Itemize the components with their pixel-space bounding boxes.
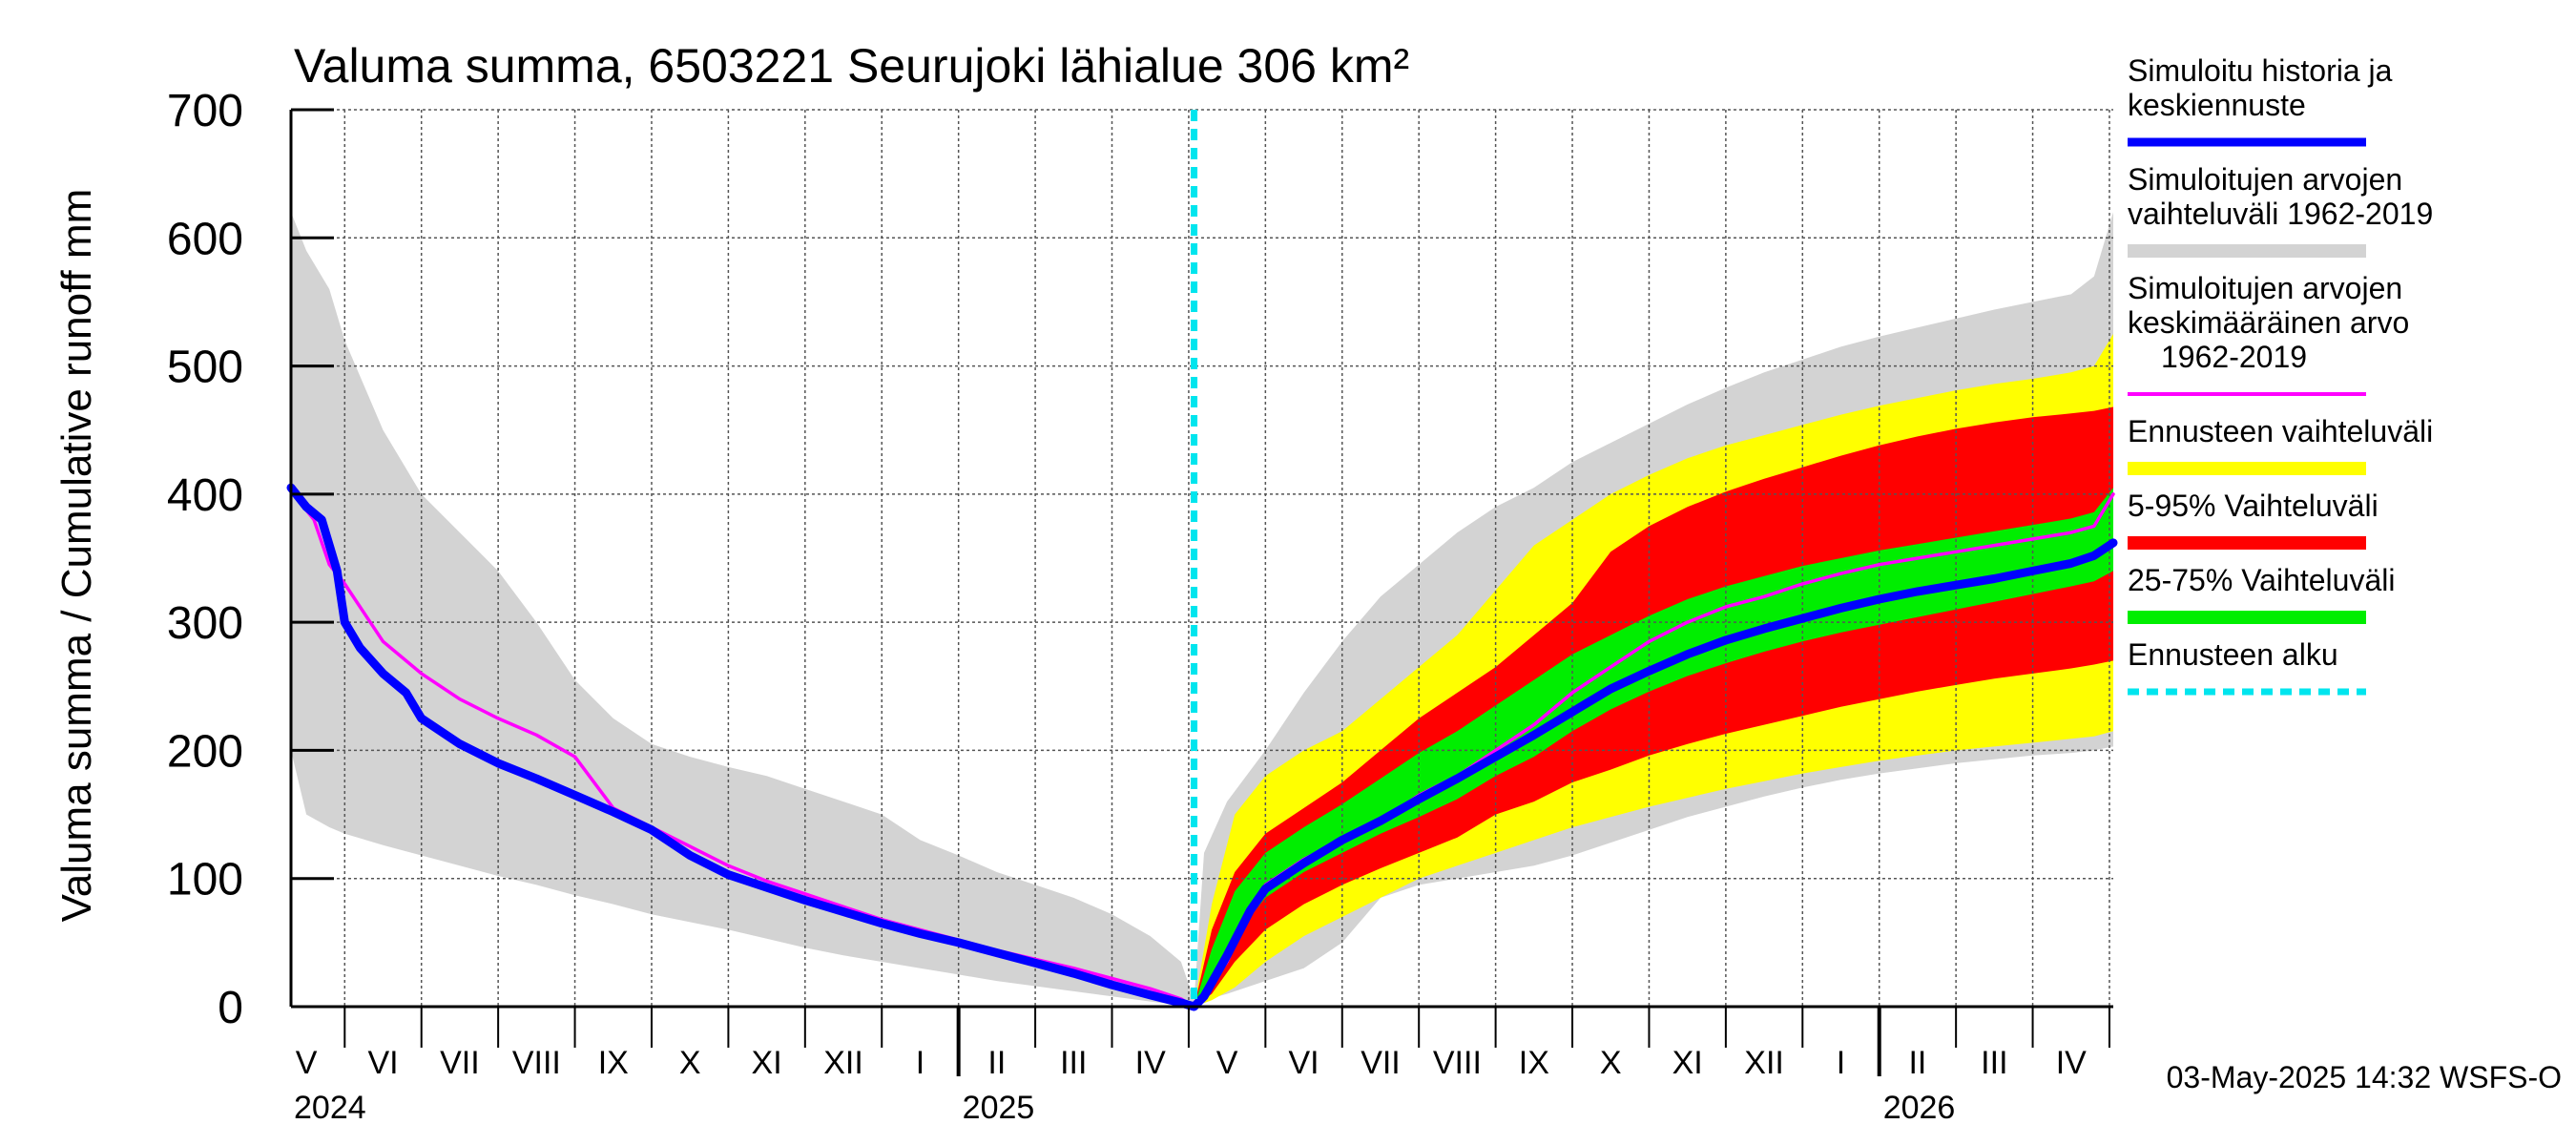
footer-timestamp: 03-May-2025 14:32 WSFS-O bbox=[2167, 1060, 2562, 1094]
grid bbox=[291, 109, 2113, 1007]
y-tick-label: 700 bbox=[167, 86, 243, 136]
legend-text: Simuloitujen arvojen bbox=[2128, 162, 2402, 197]
month-label: VII bbox=[440, 1045, 480, 1081]
legend-text: 1962-2019 bbox=[2161, 340, 2307, 374]
month-label: XII bbox=[823, 1045, 863, 1081]
month-label: VIII bbox=[512, 1045, 561, 1081]
month-label: VI bbox=[1288, 1045, 1319, 1081]
legend-item: 25-75% Vaihteluväli bbox=[2128, 563, 2395, 624]
legend: Simuloitu historia jakeskiennusteSimuloi… bbox=[2128, 53, 2433, 696]
month-label: VIII bbox=[1433, 1045, 1482, 1081]
month-label: VI bbox=[367, 1045, 398, 1081]
month-label: II bbox=[987, 1045, 1006, 1081]
legend-text: keskiennuste bbox=[2128, 88, 2306, 122]
legend-text: Simuloitujen arvojen bbox=[2128, 271, 2402, 305]
legend-item: 5-95% Vaihteluväli bbox=[2128, 489, 2379, 550]
month-label: I bbox=[1837, 1045, 1845, 1081]
month-label: IX bbox=[598, 1045, 629, 1081]
legend-text: Simuloitu historia ja bbox=[2128, 53, 2393, 88]
month-label: V bbox=[1216, 1045, 1238, 1081]
band-3 bbox=[1194, 488, 2113, 1008]
year-label: 2024 bbox=[294, 1090, 366, 1126]
chart-title: Valuma summa, 6503221 Seurujoki lähialue… bbox=[294, 39, 1409, 93]
month-label: XI bbox=[1672, 1045, 1703, 1081]
month-label: VII bbox=[1361, 1045, 1401, 1081]
y-tick-label: 500 bbox=[167, 343, 243, 393]
legend-item: Ennusteen vaihteluväli bbox=[2128, 414, 2433, 475]
y-axis-label: Valuma summa / Cumulative runoff mm bbox=[53, 189, 100, 923]
month-label: X bbox=[679, 1045, 701, 1081]
y-tick-label: 400 bbox=[167, 470, 243, 521]
legend-item: Ennusteen alku bbox=[2128, 637, 2366, 696]
legend-text: vaihteluväli 1962-2019 bbox=[2128, 197, 2433, 231]
legend-text: Ennusteen vaihteluväli bbox=[2128, 414, 2433, 448]
legend-text: 25-75% Vaihteluväli bbox=[2128, 563, 2395, 597]
y-tick-label: 200 bbox=[167, 726, 243, 777]
month-label: III bbox=[1981, 1045, 2007, 1081]
year-label: 2026 bbox=[1883, 1090, 1956, 1126]
month-label: IV bbox=[2056, 1045, 2087, 1081]
month-label: IX bbox=[1519, 1045, 1549, 1081]
legend-text: Ennusteen alku bbox=[2128, 637, 2338, 672]
month-label: XII bbox=[1744, 1045, 1784, 1081]
month-label: X bbox=[1600, 1045, 1622, 1081]
y-tick-label: 600 bbox=[167, 214, 243, 264]
month-label: I bbox=[916, 1045, 924, 1081]
y-tick-label: 0 bbox=[218, 983, 243, 1033]
month-label: XI bbox=[752, 1045, 782, 1081]
month-label: II bbox=[1908, 1045, 1926, 1081]
month-label: III bbox=[1060, 1045, 1087, 1081]
y-tick-label: 100 bbox=[167, 855, 243, 906]
main-forecast-line bbox=[286, 483, 2118, 1011]
legend-text: 5-95% Vaihteluväli bbox=[2128, 489, 2379, 523]
month-label: V bbox=[296, 1045, 318, 1081]
month-label: IV bbox=[1135, 1045, 1166, 1081]
y-tick-label: 300 bbox=[167, 598, 243, 649]
band-0 bbox=[291, 212, 2113, 1007]
year-label: 2025 bbox=[963, 1090, 1035, 1126]
legend-text: keskimääräinen arvo bbox=[2128, 305, 2409, 340]
